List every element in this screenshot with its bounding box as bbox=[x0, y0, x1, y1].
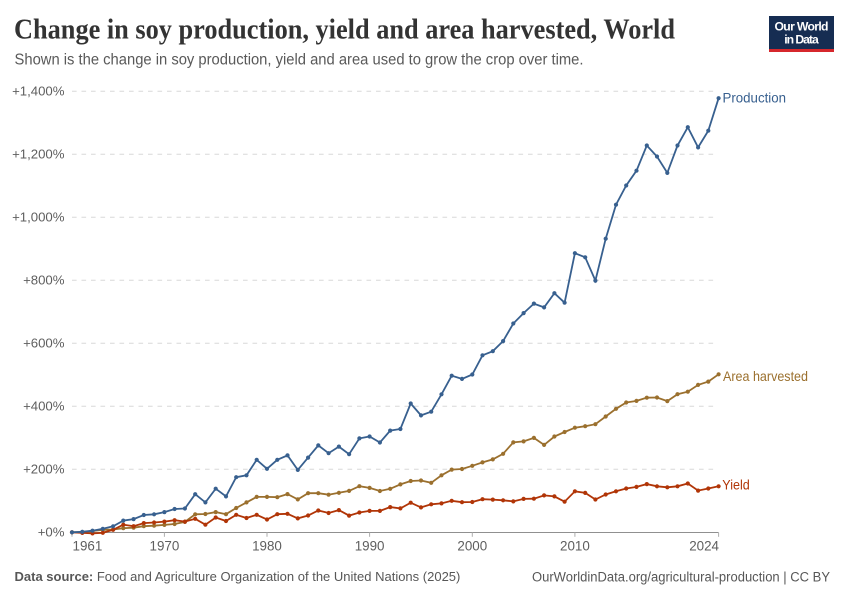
svg-text:2010: 2010 bbox=[560, 539, 590, 554]
svg-text:Our World: Our World bbox=[775, 19, 829, 33]
svg-text:+1,200%: +1,200% bbox=[12, 147, 65, 162]
svg-text:+0%: +0% bbox=[38, 525, 65, 540]
svg-text:+800%: +800% bbox=[23, 273, 65, 288]
svg-text:+400%: +400% bbox=[23, 399, 65, 414]
svg-text:Shown is the change in soy pro: Shown is the change in soy production, y… bbox=[15, 52, 584, 69]
svg-text:Production: Production bbox=[723, 90, 787, 106]
svg-text:Yield: Yield bbox=[722, 477, 750, 493]
svg-text:1961: 1961 bbox=[73, 539, 103, 554]
svg-text:+1,000%: +1,000% bbox=[12, 210, 65, 225]
svg-text:+600%: +600% bbox=[23, 336, 65, 351]
svg-text:2000: 2000 bbox=[457, 539, 487, 554]
svg-text:Data source: Food and Agricult: Data source: Food and Agriculture Organi… bbox=[15, 569, 461, 584]
svg-text:Change in soy production, yiel: Change in soy production, yield and area… bbox=[14, 15, 675, 46]
svg-text:1990: 1990 bbox=[355, 539, 385, 554]
svg-text:in Data: in Data bbox=[784, 32, 819, 46]
svg-text:OurWorldinData.org/agricultura: OurWorldinData.org/agricultural-producti… bbox=[532, 570, 830, 585]
svg-text:+1,400%: +1,400% bbox=[12, 84, 65, 99]
svg-text:1970: 1970 bbox=[150, 539, 180, 554]
svg-text:1980: 1980 bbox=[252, 539, 282, 554]
svg-text:Area harvested: Area harvested bbox=[723, 368, 808, 384]
svg-text:2024: 2024 bbox=[689, 539, 719, 554]
svg-text:+200%: +200% bbox=[23, 462, 65, 477]
